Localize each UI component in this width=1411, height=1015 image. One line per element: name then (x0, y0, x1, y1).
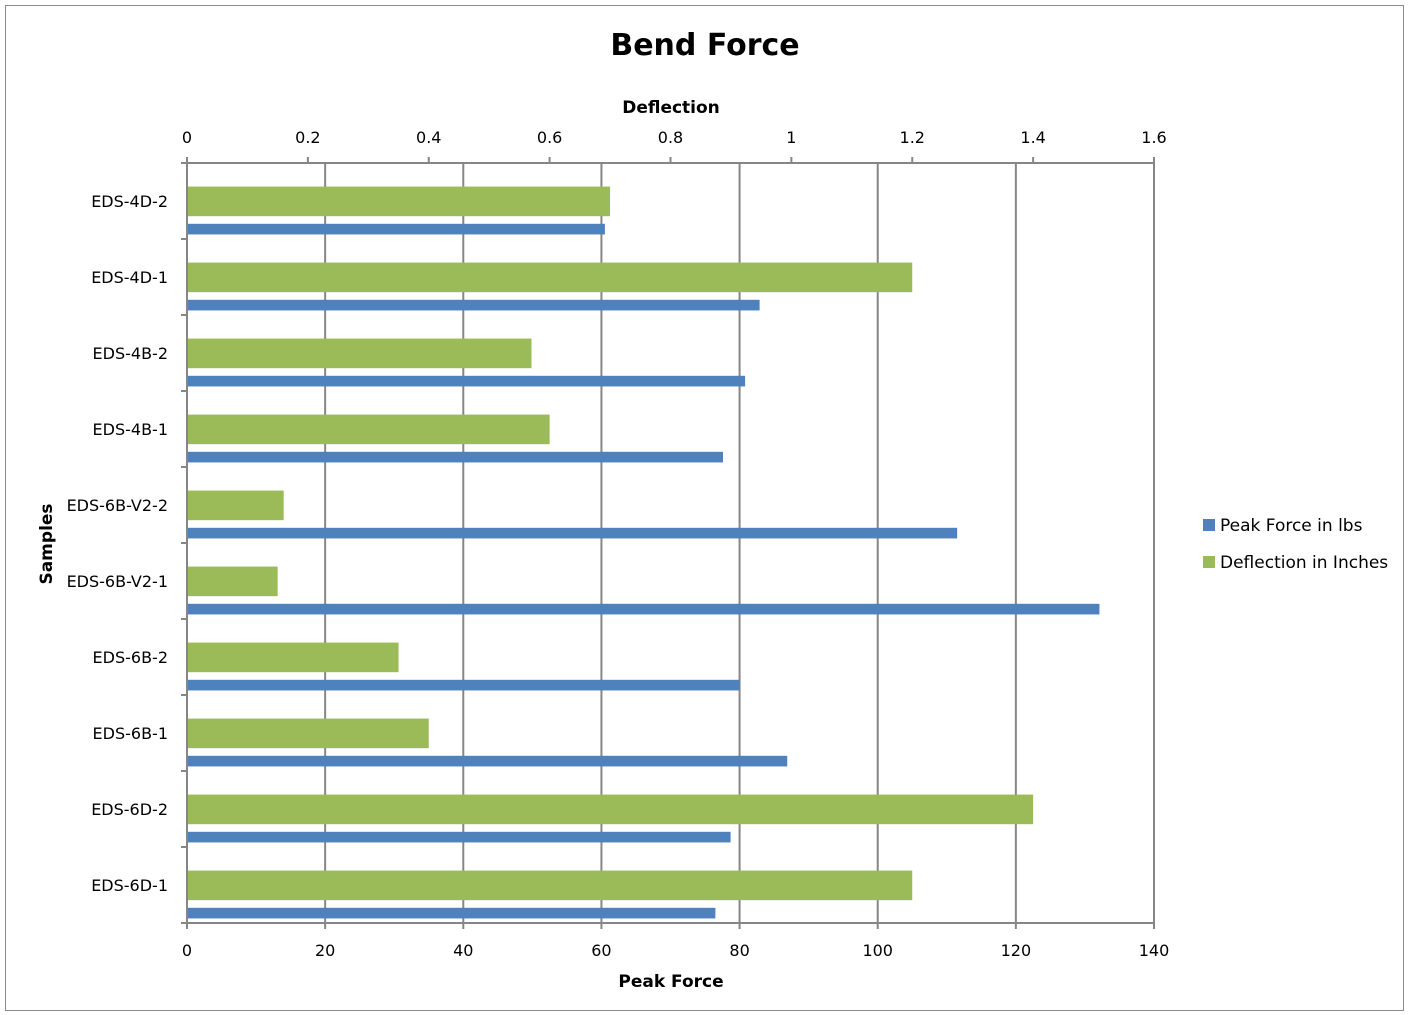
top-tick-label: 1.6 (1141, 128, 1166, 147)
deflection-bar (187, 643, 399, 673)
category-label: EDS-6D-2 (91, 800, 168, 819)
top-tick-label: 1.2 (900, 128, 925, 147)
category-label: EDS-6D-1 (91, 876, 168, 895)
deflection-bar (187, 795, 1033, 825)
top-tick-label: 0.8 (658, 128, 683, 147)
deflection-bar (187, 187, 610, 217)
top-tick-label: 0.4 (416, 128, 441, 147)
category-label: EDS-4D-1 (91, 268, 168, 287)
y-axis-title: Samples (37, 503, 57, 584)
peak-force-bar (187, 224, 605, 235)
legend-swatch (1203, 519, 1215, 531)
legend-label: Peak Force in lbs (1220, 516, 1363, 536)
peak-force-bar (187, 528, 957, 539)
deflection-bar (187, 415, 550, 445)
category-label: EDS-4B-1 (93, 420, 168, 439)
top-tick-label: 1 (786, 128, 796, 147)
legend-label: Deflection in Inches (1220, 553, 1388, 573)
category-label: EDS-4B-2 (93, 344, 168, 363)
bottom-tick-label: 100 (862, 941, 893, 960)
peak-force-bar (187, 756, 787, 767)
bottom-tick-label: 80 (729, 941, 749, 960)
deflection-bar (187, 719, 429, 749)
bottom-axis-title: Peak Force (618, 972, 723, 992)
deflection-bar (187, 491, 284, 521)
peak-force-bar (187, 452, 723, 463)
legend: Peak Force in lbs Deflection in Inches (1203, 516, 1388, 573)
bottom-tick-label: 120 (1001, 941, 1032, 960)
top-tick-label: 0.2 (295, 128, 320, 147)
peak-force-bar (187, 680, 740, 691)
category-label: EDS-4D-2 (91, 192, 168, 211)
bottom-tick-label: 20 (315, 941, 335, 960)
peak-force-bar (187, 376, 745, 387)
legend-swatch (1203, 556, 1215, 568)
category-label: EDS-6B-2 (93, 648, 168, 667)
peak-force-bar (187, 832, 731, 843)
deflection-bar (187, 567, 278, 597)
category-label: EDS-6B-1 (93, 724, 168, 743)
category-label: EDS-6B-V2-2 (67, 496, 168, 515)
bottom-tick-label: 140 (1139, 941, 1170, 960)
top-tick-label: 0.6 (537, 128, 562, 147)
bars (187, 187, 1099, 919)
bottom-tick-label: 0 (182, 941, 192, 960)
deflection-bar (187, 339, 531, 369)
top-tick-label: 1.4 (1020, 128, 1045, 147)
peak-force-bar (187, 604, 1099, 615)
bottom-tick-label: 40 (453, 941, 473, 960)
top-axis-title: Deflection (622, 98, 720, 118)
chart-title: Bend Force (610, 28, 799, 63)
top-tick-label: 0 (182, 128, 192, 147)
category-labels: EDS-6D-1 EDS-6D-2 EDS-6B-1 EDS-6B-2 EDS-6B-V… (67, 192, 168, 895)
deflection-bar (187, 871, 912, 901)
deflection-bar (187, 263, 912, 293)
peak-force-bar (187, 300, 760, 311)
bottom-tick-label: 60 (591, 941, 611, 960)
category-label: EDS-6B-V2-1 (67, 572, 168, 591)
peak-force-bar (187, 908, 715, 919)
